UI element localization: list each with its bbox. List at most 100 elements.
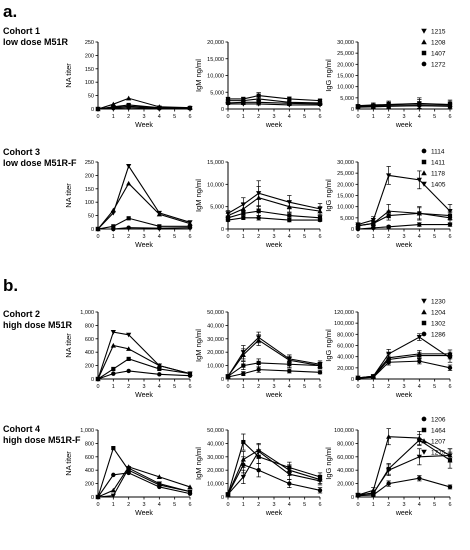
- data-point: [240, 352, 246, 357]
- cohort4-subtitle: high dose M51R-F: [3, 435, 81, 445]
- data-point: [287, 362, 292, 367]
- x-tick-label: 4: [288, 384, 291, 390]
- data-point: [256, 367, 261, 372]
- data-point: [355, 105, 361, 110]
- y-tick-label: 20,000: [337, 182, 354, 188]
- x-tick-label: 3: [142, 502, 145, 508]
- x-tick-label: 4: [288, 234, 291, 240]
- panel-letter-b: b.: [3, 276, 18, 295]
- y-tick-label: 100,000: [334, 428, 354, 434]
- data-point: [110, 342, 116, 348]
- y-tick-label: 50,000: [207, 310, 224, 316]
- y-tick-label: 20,000: [207, 350, 224, 356]
- x-tick-label: 2: [127, 384, 130, 390]
- data-point: [371, 104, 376, 109]
- data-point: [95, 106, 101, 112]
- x-tick-label: 2: [387, 502, 390, 508]
- y-axis-label: IgM ng/ml: [194, 447, 203, 480]
- data-point: [110, 210, 116, 216]
- y-tick-label: 400: [85, 350, 94, 356]
- data-point: [256, 467, 261, 473]
- data-point: [416, 335, 422, 340]
- x-tick-label: 5: [173, 114, 176, 120]
- data-point: [126, 332, 132, 338]
- legend-label: 1230: [431, 298, 446, 305]
- x-tick-label: 4: [418, 384, 421, 390]
- legend-label: 1207: [431, 438, 446, 445]
- y-tick-label: 0: [91, 377, 94, 383]
- data-point: [447, 484, 453, 490]
- data-point: [111, 472, 116, 478]
- data-point: [126, 346, 132, 351]
- x-tick-label: 1: [112, 502, 115, 508]
- y-tick-label: 40,000: [207, 441, 224, 447]
- x-tick-label: 5: [173, 384, 176, 390]
- data-point: [187, 489, 193, 495]
- y-tick-label: 400: [85, 468, 94, 474]
- legend-marker-1464: [421, 427, 427, 433]
- data-point: [386, 468, 392, 473]
- x-tick-label: 6: [318, 114, 321, 120]
- data-point: [317, 98, 323, 103]
- y-tick-label: 25,000: [337, 51, 354, 57]
- y-tick-label: 0: [351, 495, 354, 501]
- series-1207: [225, 443, 323, 497]
- data-point: [241, 100, 246, 105]
- x-tick-label: 2: [127, 114, 130, 120]
- data-point: [371, 375, 376, 380]
- x-tick-label: 4: [418, 114, 421, 120]
- x-tick-label: 5: [303, 114, 306, 120]
- x-axis-label: Week: [135, 510, 153, 517]
- x-axis-label: week: [395, 122, 413, 129]
- x-tick-label: 2: [127, 502, 130, 508]
- x-tick-label: 3: [402, 502, 405, 508]
- legend-marker-1407: [421, 50, 427, 56]
- legend-marker-1178: [421, 170, 427, 176]
- x-tick-label: 6: [318, 234, 321, 240]
- legend-label: 1208: [431, 39, 446, 46]
- series-1405: [95, 163, 193, 232]
- data-point: [256, 337, 262, 343]
- y-tick-label: 200: [85, 364, 94, 370]
- y-tick-label: 30,000: [337, 160, 354, 166]
- series-1407: [225, 92, 323, 103]
- y-tick-label: 0: [221, 107, 224, 113]
- series-1272: [355, 102, 453, 110]
- series-line: [357, 439, 451, 496]
- data-point: [256, 191, 262, 196]
- data-point: [386, 173, 392, 178]
- data-point: [156, 210, 162, 216]
- y-tick-label: 800: [85, 441, 94, 447]
- data-point: [416, 435, 422, 441]
- y-tick-label: 1,000: [80, 428, 94, 434]
- x-tick-label: 1: [372, 114, 375, 120]
- legend-label: 1114: [431, 148, 445, 155]
- x-tick-label: 1: [372, 234, 375, 240]
- data-point: [126, 163, 132, 169]
- y-tick-label: 800: [85, 323, 94, 329]
- data-point: [287, 481, 292, 486]
- chart-c1-na: 0 50 100 150 200 250 0 1 2 3 4 5 6 Week NA titer: [64, 40, 193, 129]
- chart-c3-igg: 0 5,000 10,000 15,000 20,000 25,000 30,000 0 1 2 3…: [324, 160, 453, 249]
- y-tick-label: 5,000: [210, 90, 224, 96]
- x-tick-label: 1: [242, 384, 245, 390]
- x-tick-label: 4: [158, 384, 161, 390]
- x-tick-label: 2: [257, 502, 260, 508]
- y-tick-label: 30,000: [207, 337, 224, 343]
- y-tick-label: 200: [85, 482, 94, 488]
- data-point: [386, 481, 391, 486]
- x-axis-label: week: [395, 392, 413, 399]
- series-1272: [225, 100, 323, 107]
- x-tick-label: 3: [272, 502, 275, 508]
- y-tick-label: 150: [85, 187, 94, 193]
- data-point: [386, 104, 391, 109]
- x-tick-label: 4: [158, 502, 161, 508]
- legend-marker-1230: [421, 298, 427, 304]
- x-tick-label: 1: [112, 114, 115, 120]
- series-1405: [355, 166, 453, 228]
- series-1275: [95, 466, 193, 500]
- y-tick-label: 40,000: [337, 468, 354, 474]
- legend-label: 1275: [431, 449, 446, 456]
- y-tick-label: 10,000: [337, 205, 354, 211]
